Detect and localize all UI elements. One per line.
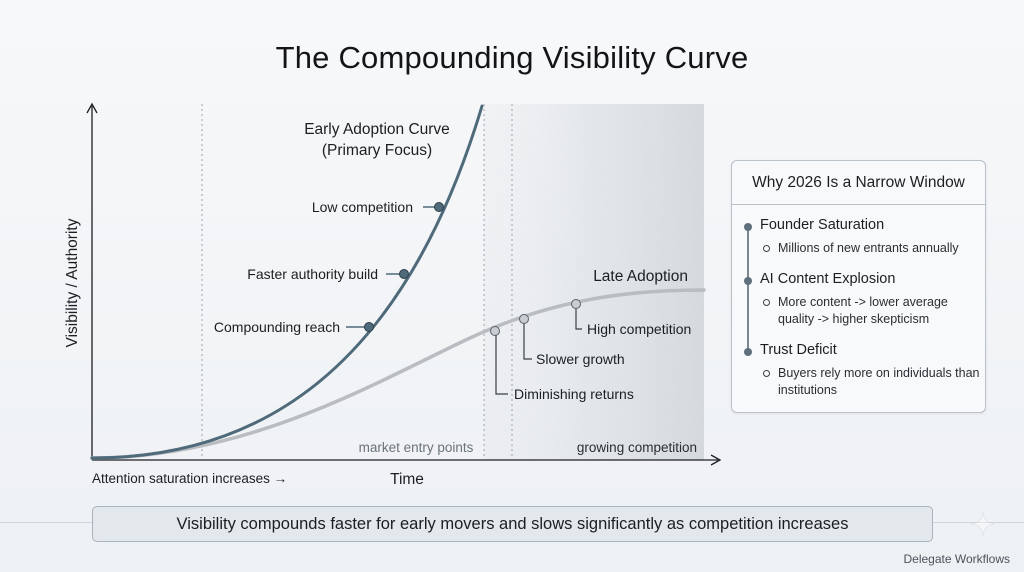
panel-item-heading: AI Content Explosion xyxy=(760,271,896,287)
panel-timeline xyxy=(747,227,749,352)
bullet-icon xyxy=(763,299,770,306)
marker-diminishing-returns xyxy=(490,326,500,336)
timeline-dot xyxy=(744,348,752,356)
late-curve-title: Late Adoption xyxy=(593,268,688,285)
label-faster-authority: Faster authority build xyxy=(247,266,378,282)
zone-label-competition: growing competition xyxy=(577,440,697,455)
late-adoption-curve xyxy=(90,288,706,460)
panel-item-detail: Millions of new entrants annually xyxy=(778,241,959,255)
x-axis-label: Time xyxy=(390,471,424,488)
brand-footer: Delegate Workflows xyxy=(903,552,1011,566)
label-low-competition: Low competition xyxy=(312,199,413,215)
leader-slower-growth xyxy=(523,320,532,360)
leader-diminishing-returns xyxy=(495,331,508,395)
visibility-curve-diagram: Early Adoption Curve (Primary Focus) Lat… xyxy=(64,102,722,488)
leader-high-competition xyxy=(575,305,582,330)
marker-faster-authority xyxy=(399,269,409,279)
narrow-window-panel: Why 2026 Is a Narrow Window Founder Satu… xyxy=(731,160,986,413)
panel-item-heading: Founder Saturation xyxy=(760,217,885,233)
panel-item-detail: More content -> lower average quality ->… xyxy=(778,295,948,326)
timeline-dot xyxy=(744,277,752,285)
y-axis-arrow xyxy=(86,102,98,114)
sparkle-icon xyxy=(970,511,996,537)
panel-divider xyxy=(732,204,985,205)
competition-zone-texture xyxy=(484,104,704,460)
label-compounding-reach: Compounding reach xyxy=(214,319,340,335)
panel-item-detail: Buyers rely more on individuals than ins… xyxy=(778,366,980,397)
marker-slower-growth xyxy=(519,314,529,324)
early-adoption-curve xyxy=(90,104,484,460)
timeline-dot xyxy=(744,223,752,231)
zone-label-entry: market entry points xyxy=(359,440,474,455)
label-diminishing-returns: Diminishing returns xyxy=(514,386,634,402)
y-axis-label: Visibility / Authority xyxy=(64,218,81,347)
early-curve-subtitle: (Primary Focus) xyxy=(322,142,432,159)
panel-item-heading: Trust Deficit xyxy=(760,342,837,358)
label-high-competition: High competition xyxy=(587,321,691,337)
marker-compounding-reach xyxy=(364,322,374,332)
marker-low-competition xyxy=(434,202,444,212)
page-title: The Compounding Visibility Curve xyxy=(275,40,749,75)
marker-high-competition xyxy=(571,299,581,309)
label-slower-growth: Slower growth xyxy=(536,351,625,367)
summary-banner: Visibility compounds faster for early mo… xyxy=(92,506,933,542)
early-curve-title: Early Adoption Curve xyxy=(304,121,450,138)
panel-title: Why 2026 Is a Narrow Window xyxy=(752,174,965,191)
x-axis-note: Attention saturation increases → xyxy=(92,471,287,486)
bullet-icon xyxy=(763,245,770,252)
x-axis-arrow xyxy=(710,454,722,466)
bullet-icon xyxy=(763,370,770,377)
